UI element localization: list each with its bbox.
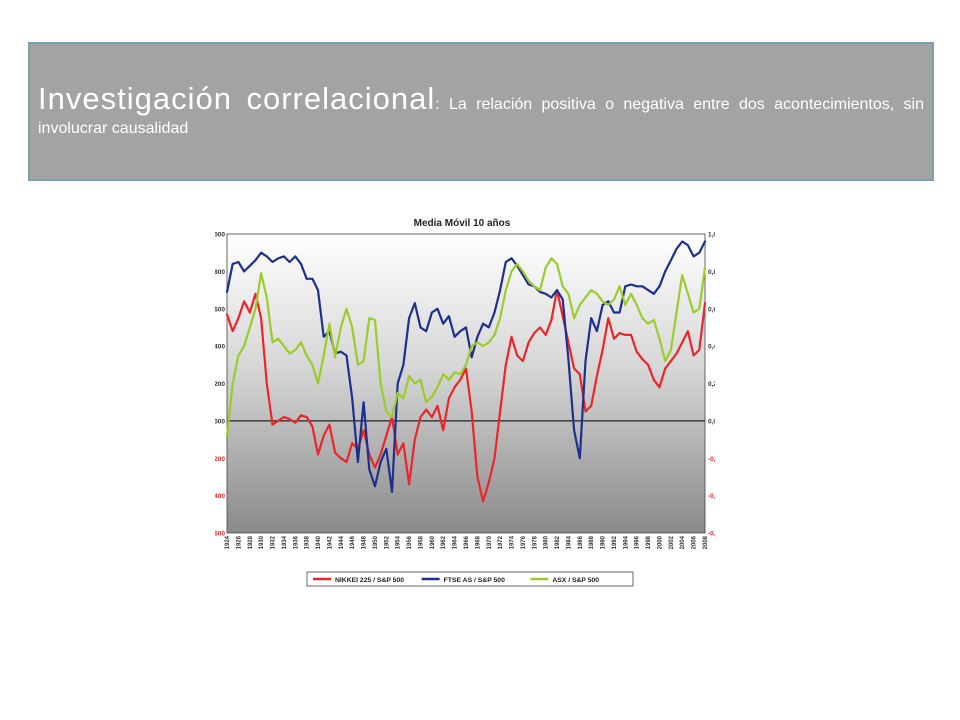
title-text-block: Investigación correlacional: La relación… <box>38 80 924 139</box>
x-tick-label: 1982 <box>555 535 561 549</box>
y-tick-label-left: 0,400 <box>215 344 225 351</box>
x-tick-label: 1976 <box>521 535 527 549</box>
x-tick-label: 1952 <box>384 535 390 549</box>
legend: NIKKEI 225 / S&P 500 FTSE AS / S&P 500 ASX… <box>306 571 634 587</box>
x-tick-label: 1962 <box>441 535 447 549</box>
y-tick-label-left: 0,800 <box>215 269 225 276</box>
x-tick-label: 1954 <box>396 535 402 549</box>
y-tick-label-left: 1,000 <box>215 232 225 239</box>
x-tick-label: 1996 <box>635 535 641 549</box>
series-line-1 <box>225 289 707 503</box>
y-tick-label-left: 0,200 <box>215 381 225 388</box>
x-tick-label: 1980 <box>544 535 550 549</box>
y-tick-label-right: 0,000 <box>708 418 715 425</box>
x-tick-label: 1928 <box>248 535 254 549</box>
x-tick-label: 1994 <box>623 535 629 549</box>
y-tick-label-right: -0,400 <box>708 493 715 500</box>
x-tick-label: 1986 <box>578 535 584 549</box>
x-tick-label: 1942 <box>327 535 333 549</box>
y-axis-left: 1,000 0,800 0,600 0,400 0,200 0,000 -0,200 -0,4… <box>215 232 225 538</box>
title-banner: Investigación correlacional: La relación… <box>28 42 934 181</box>
x-tick-label: 1940 <box>316 535 322 549</box>
x-tick-label: 1938 <box>305 535 311 549</box>
x-tick-label: 1966 <box>464 535 470 549</box>
x-tick-label: 1972 <box>498 535 504 549</box>
y-tick-label-right: -0,200 <box>708 456 715 463</box>
x-tick-label: 1958 <box>418 535 424 549</box>
x-tick-label: 1990 <box>601 535 607 549</box>
x-tick-label: 1984 <box>566 535 572 549</box>
chart-title: Media Móvil 10 años <box>414 218 511 229</box>
x-tick-label: 1924 <box>225 535 231 549</box>
y-tick-label-right: 1,000 <box>708 232 715 239</box>
x-tick-label: 1974 <box>510 535 516 549</box>
x-tick-label: 2004 <box>680 535 686 549</box>
x-tick-label: 2008 <box>703 535 709 549</box>
x-tick-label: 1934 <box>282 535 288 549</box>
x-tick-label: 2006 <box>692 535 698 549</box>
page-subtitle: : La relación positiva o negativa entre … <box>38 96 925 137</box>
x-tick-label: 1992 <box>612 535 618 549</box>
legend-box <box>306 571 634 587</box>
x-tick-label: 1998 <box>646 535 652 549</box>
y-tick-label-right: 0,200 <box>708 381 715 388</box>
y-tick-label-left: 0,000 <box>215 418 225 425</box>
y-tick-label-right: 0,800 <box>708 269 715 276</box>
y-tick-label-left: -0,200 <box>215 456 225 463</box>
series-lines <box>225 240 707 503</box>
y-tick-label-right: 0,400 <box>708 344 715 351</box>
plot-area <box>226 233 706 534</box>
page-title: Investigación correlacional <box>38 81 436 116</box>
x-tick-label: 1932 <box>271 535 277 549</box>
y-tick-label-left: 0,600 <box>215 306 225 313</box>
legend-label: FTSE AS / S&P 500 <box>444 577 505 584</box>
x-tick-label: 1944 <box>339 535 345 549</box>
x-tick-label: 1948 <box>362 535 368 549</box>
x-tick-label: 2002 <box>669 535 675 549</box>
x-axis: 1924 1926 1928 1930 1932 1934 1936 1938 1940 1942… <box>225 535 709 549</box>
series-line-3 <box>225 257 707 437</box>
x-tick-label: 1956 <box>407 535 413 549</box>
legend-label: ASX / S&P 500 <box>552 577 599 584</box>
y-tick-label-left: -0,600 <box>215 531 225 538</box>
x-tick-label: 1978 <box>532 535 538 549</box>
legend-label: NIKKEI 225 / S&P 500 <box>335 577 404 584</box>
x-tick-label: 1930 <box>259 535 265 549</box>
line-chart: Media Móvil 10 años 1,000 0,800 0,600 0,400… <box>215 218 715 587</box>
x-tick-label: 1960 <box>430 535 436 549</box>
x-tick-label: 1970 <box>487 535 493 549</box>
x-tick-label: 1968 <box>475 535 481 549</box>
x-tick-label: 1964 <box>453 535 459 549</box>
x-tick-label: 1936 <box>293 535 299 549</box>
y-tick-label-right: -0,600 <box>708 531 715 538</box>
y-axis-right: 1,000 0,800 0,600 0,400 0,200 0,000 -0,200 -0,4… <box>708 232 715 538</box>
series-line-2 <box>225 240 707 493</box>
x-tick-label: 1926 <box>236 535 242 549</box>
x-tick-label: 1988 <box>589 535 595 549</box>
y-tick-label-left: -0,400 <box>215 493 225 500</box>
x-tick-label: 1950 <box>373 535 379 549</box>
y-tick-label-right: 0,600 <box>708 306 715 313</box>
x-tick-label: 2000 <box>657 535 663 549</box>
x-tick-label: 1946 <box>350 535 356 549</box>
